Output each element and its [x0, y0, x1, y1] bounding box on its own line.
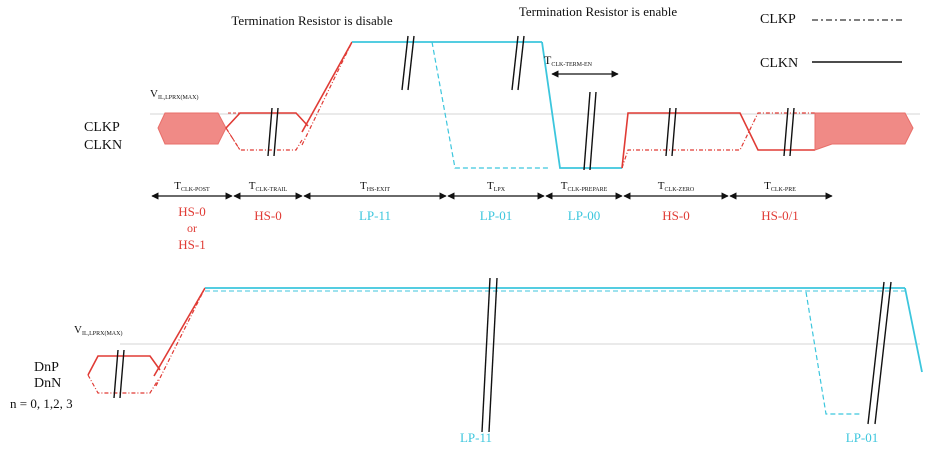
timing-label-clk-post: TCLK-POST: [174, 180, 210, 193]
clock-break-mark-2a: [401, 35, 409, 91]
data-rising-edge-dashed: [155, 287, 206, 387]
clock-hs-fill-right: [814, 112, 914, 151]
clock-break-mark-3a: [511, 35, 519, 91]
state-label-clk-post-alt: HS-1: [178, 237, 205, 252]
clock-term-en-label: TCLK-TERM-EN: [544, 53, 593, 68]
data-break-mark-2a: [481, 277, 491, 433]
clock-vil-label: VIL,LPRX(MAX): [150, 88, 198, 101]
clock-break-mark-2b: [407, 35, 415, 91]
state-label-clk-post: HS-0: [178, 204, 205, 219]
clock-hs-clkn-trace: [225, 127, 303, 151]
data-rising-edge: [153, 287, 206, 377]
clock-hs0-clkn: [621, 112, 815, 169]
data-state-label-right: LP-01: [846, 430, 879, 445]
timing-label-clk-trail: TCLK-TRAIL: [249, 180, 288, 193]
clock-hs-clkp-trace: [225, 112, 309, 129]
data-break-mark-2b: [488, 277, 498, 433]
clock-lp00-clkn: [541, 41, 622, 169]
clock-break-mark-6b: [789, 107, 795, 157]
clock-break-mark-5b: [671, 107, 677, 157]
data-signal-label-dnn: DnN: [34, 376, 61, 391]
data-break-mark-1b: [119, 349, 125, 399]
data-vil-label: VIL,LPRX(MAX): [74, 324, 122, 337]
clock-break-mark-1b: [273, 107, 279, 157]
state-label-clk-zero: HS-0: [662, 208, 689, 223]
legend-clkn-label: CLKN: [760, 56, 798, 71]
clock-hs-cross: [225, 112, 242, 151]
clock-rising-edge-dashed: [301, 41, 353, 146]
clock-lane: VIL,LPRX(MAX) CLKP CLKN TCLK-TERM-EN: [84, 35, 920, 252]
data-state-label-left: LP-11: [460, 430, 492, 445]
data-break-mark-1a: [113, 349, 119, 399]
clock-rising-edge: [301, 41, 353, 133]
data-signal-label-dnp: DnP: [34, 360, 59, 375]
legend: CLKP CLKN: [760, 12, 902, 71]
data-signal-label-lanes: n = 0, 1,2, 3: [10, 396, 73, 411]
timing-label-clk-prepare: TCLK-PREPARE: [561, 180, 608, 193]
clock-lp01-clkp-dashed: [431, 41, 548, 169]
clock-signal-label-clkp: CLKP: [84, 120, 120, 135]
clock-break-mark-4a: [583, 91, 591, 171]
state-label-clk-post-or: or: [187, 221, 197, 235]
state-label-clk-prepare: LP-00: [568, 208, 601, 223]
data-hs-dnn-trace: [87, 374, 159, 394]
state-label-clk-pre: HS-0/1: [761, 208, 799, 223]
state-label-lpx: LP-01: [480, 208, 513, 223]
data-hs-dnp-trace: [87, 355, 161, 376]
data-break-mark-3b: [874, 281, 892, 425]
timing-label-hs-exit: THS-EXIT: [360, 180, 390, 193]
data-lane: VIL,LPRX(MAX) DnP DnN n = 0, 1,2, 3 LP-1…: [10, 277, 923, 445]
clock-signal-label-clkn: CLKN: [84, 138, 122, 153]
clock-hs0-clkp: [621, 112, 815, 169]
timing-label-clk-zero: TCLK-ZERO: [658, 180, 695, 193]
clock-break-mark-4b: [589, 91, 597, 171]
clock-break-mark-5a: [665, 107, 671, 157]
state-label-hs-exit: LP-11: [359, 208, 391, 223]
data-dnn-fall: [904, 287, 923, 373]
termination-enable-label: Termination Resistor is enable: [519, 4, 678, 19]
clock-break-mark-1a: [267, 107, 273, 157]
clock-break-mark-3b: [517, 35, 525, 91]
clock-hs-fill-left: [157, 112, 227, 145]
clock-break-mark-6a: [783, 107, 789, 157]
state-label-clk-trail: HS-0: [254, 208, 281, 223]
termination-disable-label: Termination Resistor is disable: [231, 13, 392, 28]
data-break-mark-3a: [867, 281, 885, 425]
timing-label-lpx: TLPX: [487, 180, 506, 193]
timing-label-clk-pre: TCLK-PRE: [764, 180, 796, 193]
legend-clkp-label: CLKP: [760, 12, 796, 27]
data-lp01-dnp-dashed: [805, 291, 862, 415]
